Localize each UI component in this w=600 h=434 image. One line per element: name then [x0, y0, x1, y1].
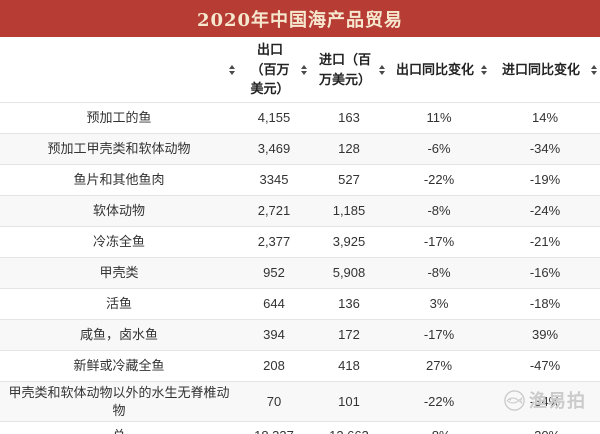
import-cell: 163 — [310, 102, 388, 134]
export-cell: 644 — [238, 288, 310, 320]
export-yoy-cell: 11% — [388, 102, 490, 134]
export-yoy-cell: -22% — [388, 164, 490, 196]
import-cell: 3,925 — [310, 226, 388, 258]
column-header-export[interactable]: 出口 （百万 美元） — [238, 37, 310, 103]
category-cell: 总 — [0, 421, 238, 434]
table-header: 出口 （百万 美元） 进口（百 万美元） 出口同比变化 进口同比变化 — [0, 37, 600, 103]
export-yoy-cell: 27% — [388, 350, 490, 382]
sort-down-arrow-icon — [379, 70, 385, 75]
column-header-export-yoy[interactable]: 出口同比变化 — [388, 37, 490, 103]
import-yoy-cell: -34% — [490, 133, 600, 165]
import-yoy-cell: -16% — [490, 257, 600, 289]
import-cell: 5,908 — [310, 257, 388, 289]
column-header-import-yoy[interactable]: 进口同比变化 — [490, 37, 600, 103]
sort-icon[interactable] — [481, 64, 487, 75]
import-cell: 101 — [310, 380, 388, 422]
export-yoy-cell: -8% — [388, 195, 490, 227]
export-yoy-cell: -8% — [388, 421, 490, 434]
sort-icon[interactable] — [379, 64, 385, 75]
sort-up-arrow-icon — [591, 64, 597, 69]
export-cell: 70 — [238, 380, 310, 422]
page-title: 2020年中国海产品贸易 — [196, 9, 404, 31]
table-body: 预加工的鱼 4,155 163 11% 14% 预加工甲壳类和软体动物 3,46… — [0, 102, 600, 434]
sort-down-arrow-icon — [229, 70, 235, 75]
export-cell: 4,155 — [238, 102, 310, 134]
category-cell: 预加工的鱼 — [0, 102, 238, 134]
export-cell: 208 — [238, 350, 310, 382]
import-cell: 418 — [310, 350, 388, 382]
import-cell: 12,663 — [310, 421, 388, 434]
category-cell: 甲壳类和软体动物以外的水生无脊椎动物 — [0, 380, 238, 422]
table-row: 咸鱼，卤水鱼 394 172 -17% 39% — [0, 319, 600, 351]
category-cell: 鱼片和其他鱼肉 — [0, 164, 238, 196]
import-yoy-cell: 39% — [490, 319, 600, 351]
category-cell: 咸鱼，卤水鱼 — [0, 319, 238, 351]
column-label: 进口同比变化 — [501, 61, 580, 77]
table-row: 软体动物 2,721 1,185 -8% -24% — [0, 195, 600, 227]
table-row: 甲壳类和软体动物以外的水生无脊椎动物 70 101 -22% -34% — [0, 380, 600, 422]
export-yoy-cell: -6% — [388, 133, 490, 165]
category-cell: 甲壳类 — [0, 257, 238, 289]
export-cell: 3,469 — [238, 133, 310, 165]
export-yoy-cell: -17% — [388, 319, 490, 351]
table-row: 预加工的鱼 4,155 163 11% 14% — [0, 102, 600, 134]
export-yoy-cell: -8% — [388, 257, 490, 289]
import-yoy-cell: -24% — [490, 195, 600, 227]
import-yoy-cell: -19% — [490, 164, 600, 196]
column-header-category[interactable] — [0, 37, 238, 103]
export-yoy-cell: 3% — [388, 288, 490, 320]
category-cell: 新鲜或冷藏全鱼 — [0, 350, 238, 382]
export-cell: 18,337 — [238, 421, 310, 434]
export-cell: 952 — [238, 257, 310, 289]
category-cell: 预加工甲壳类和软体动物 — [0, 133, 238, 165]
column-label: 出口 （百万 美元） — [250, 42, 290, 97]
sort-icon[interactable] — [229, 64, 235, 75]
sort-icon[interactable] — [591, 64, 597, 75]
table-row: 活鱼 644 136 3% -18% — [0, 288, 600, 320]
export-yoy-cell: -22% — [388, 380, 490, 422]
import-cell: 172 — [310, 319, 388, 351]
sort-down-arrow-icon — [301, 70, 307, 75]
import-yoy-cell: -34% — [490, 380, 600, 422]
table-row: 鱼片和其他鱼肉 3345 527 -22% -19% — [0, 164, 600, 196]
import-cell: 527 — [310, 164, 388, 196]
import-cell: 1,185 — [310, 195, 388, 227]
export-cell: 2,377 — [238, 226, 310, 258]
title-banner: 2020年中国海产品贸易 — [0, 0, 600, 37]
import-yoy-cell: -21% — [490, 226, 600, 258]
export-cell: 3345 — [238, 164, 310, 196]
sort-down-arrow-icon — [591, 70, 597, 75]
import-yoy-cell: -47% — [490, 350, 600, 382]
sort-up-arrow-icon — [229, 64, 235, 69]
export-cell: 394 — [238, 319, 310, 351]
table-row: 甲壳类 952 5,908 -8% -16% — [0, 257, 600, 289]
table-row: 预加工甲壳类和软体动物 3,469 128 -6% -34% — [0, 133, 600, 165]
table-row-total: 总 18,337 12,663 -8% -20% — [0, 421, 600, 434]
sort-up-arrow-icon — [481, 64, 487, 69]
table-row: 冷冻全鱼 2,377 3,925 -17% -21% — [0, 226, 600, 258]
trade-data-table: 出口 （百万 美元） 进口（百 万美元） 出口同比变化 进口同比变化 — [0, 37, 600, 434]
category-cell: 软体动物 — [0, 195, 238, 227]
import-cell: 136 — [310, 288, 388, 320]
column-label: 出口同比变化 — [395, 61, 474, 77]
export-yoy-cell: -17% — [388, 226, 490, 258]
import-cell: 128 — [310, 133, 388, 165]
header-row: 出口 （百万 美元） 进口（百 万美元） 出口同比变化 进口同比变化 — [0, 37, 600, 103]
import-yoy-cell: -20% — [490, 421, 600, 434]
table-row: 新鲜或冷藏全鱼 208 418 27% -47% — [0, 350, 600, 382]
import-yoy-cell: 14% — [490, 102, 600, 134]
export-cell: 2,721 — [238, 195, 310, 227]
sort-up-arrow-icon — [301, 64, 307, 69]
category-cell: 活鱼 — [0, 288, 238, 320]
import-yoy-cell: -18% — [490, 288, 600, 320]
sort-down-arrow-icon — [481, 70, 487, 75]
sort-icon[interactable] — [301, 64, 307, 75]
column-header-import[interactable]: 进口（百 万美元） — [310, 37, 388, 103]
column-label: 进口（百 万美元） — [318, 52, 371, 87]
sort-up-arrow-icon — [379, 64, 385, 69]
category-cell: 冷冻全鱼 — [0, 226, 238, 258]
